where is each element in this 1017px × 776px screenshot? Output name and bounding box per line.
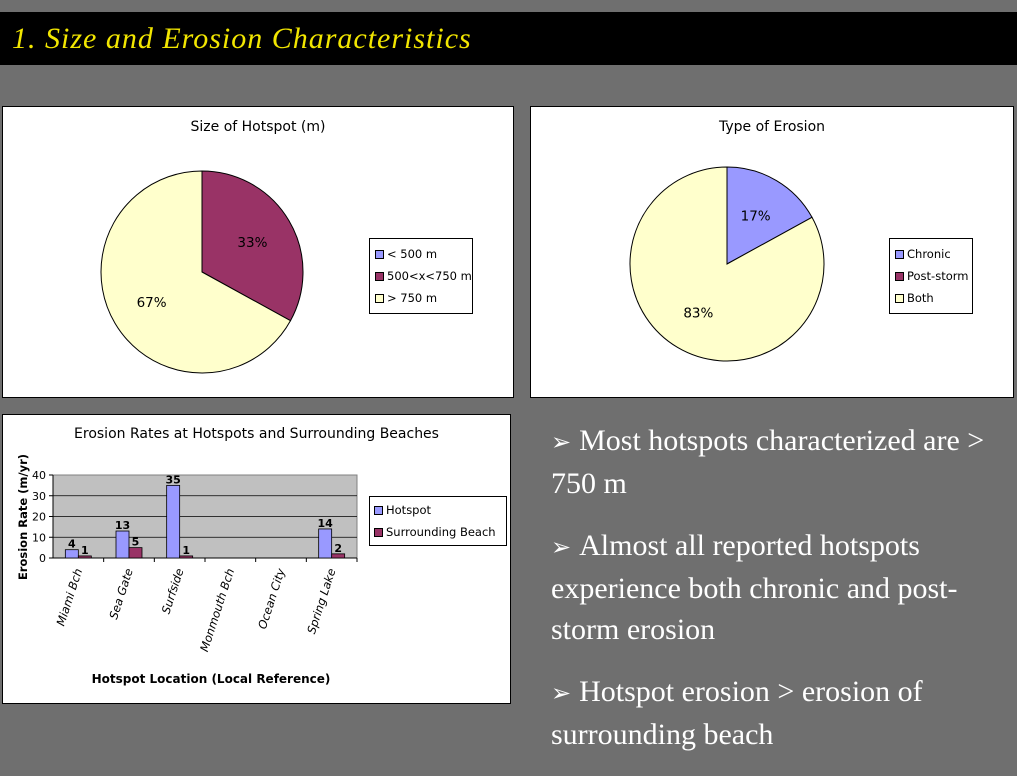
chart-legend: < 500 m 500<x<750 m > 750 m: [369, 238, 473, 314]
slide-title: 1. Size and Erosion Characteristics: [12, 22, 472, 55]
pie-slice: [201, 170, 304, 322]
bullet-item: ➢ Hotspot erosion > erosion of surroundin…: [551, 671, 1011, 755]
bar: [179, 555, 194, 559]
legend-item: Chronic: [895, 243, 967, 265]
bullet-list: ➢ Most hotspots characterized are > 750 m…: [551, 420, 1011, 776]
legend-label: Post-storm: [907, 269, 969, 283]
x-tick-label: Miami Bch: [53, 567, 85, 628]
legend-label: Hotspot: [386, 503, 432, 517]
y-tick-label: 30: [32, 490, 46, 503]
chart-legend: Chronic Post-storm Both: [889, 238, 973, 314]
bar-data-label: 14: [318, 517, 334, 530]
type-pie-svg: 17% 83%: [629, 166, 825, 362]
y-tick-label: 40: [32, 469, 46, 482]
pie-slice: [726, 166, 813, 265]
legend-label: 500<x<750 m: [387, 269, 472, 283]
x-axis-label: Hotspot Location (Local Reference): [92, 672, 331, 686]
legend-label: Chronic: [907, 247, 951, 261]
legend-item: Both: [895, 287, 967, 309]
title-bar: 1. Size and Erosion Characteristics: [0, 12, 1017, 65]
legend-swatch: [895, 249, 904, 259]
y-tick-label: 20: [32, 511, 46, 524]
chart-title: Type of Erosion: [718, 119, 826, 135]
legend-swatch: [375, 271, 384, 281]
type-of-erosion-chart: Type of Erosion 17% 83% Chronic Post-stor…: [530, 106, 1014, 398]
chart-title: Size of Hotspot (m): [190, 119, 326, 135]
legend-label: Surrounding Beach: [386, 525, 496, 539]
bar-data-label: 1: [81, 544, 89, 557]
legend-swatch: [895, 293, 904, 303]
bar: [128, 547, 143, 559]
bar: [331, 553, 346, 559]
pie-value-label: 17%: [741, 209, 771, 225]
bar-data-label: 5: [132, 536, 140, 549]
legend-item: Post-storm: [895, 265, 969, 287]
bullet-arrow-icon: ➢: [551, 428, 572, 456]
legend-item: Hotspot: [374, 499, 502, 521]
x-tick-label: Surfside: [159, 567, 187, 616]
y-tick-label: 0: [39, 552, 46, 565]
legend-swatch: [375, 293, 384, 303]
legend-item: 500<x<750 m: [375, 265, 472, 287]
bullet-arrow-icon: ➢: [551, 533, 572, 561]
legend-item: Surrounding Beach: [374, 521, 502, 543]
legend-swatch: [374, 505, 383, 515]
legend-label: Both: [907, 291, 934, 305]
bar: [77, 555, 92, 559]
bar: [115, 530, 130, 559]
pie-value-label: 83%: [683, 305, 713, 321]
bullet-text: Most hotspots characterized are > 750 m: [551, 424, 985, 500]
bullet-text: Almost all reported hotspots experience …: [551, 529, 958, 646]
legend-swatch: [895, 271, 904, 281]
pie-value-label: 33%: [237, 235, 267, 251]
size-of-hotspot-chart: Size of Hotspot (m) 33% 67% < 500 m 500<x…: [2, 106, 514, 398]
chart-title: Erosion Rates at Hotspots and Surroundin…: [74, 426, 439, 442]
pie-slice: [629, 166, 825, 362]
legend-item: < 500 m: [375, 243, 467, 265]
pie-value-label: 67%: [137, 295, 167, 311]
size-pie-svg: 33% 67%: [100, 170, 304, 374]
bar-data-label: 35: [166, 473, 181, 486]
bar-data-label: 4: [68, 538, 76, 551]
bar: [318, 528, 333, 559]
erosion-rates-chart: Erosion Rates at Hotspots and Surroundin…: [2, 414, 511, 704]
x-tick-label: Spring Lake: [304, 567, 338, 636]
legend-label: > 750 m: [387, 291, 438, 305]
chart-legend: Hotspot Surrounding Beach: [369, 496, 507, 546]
bar-data-label: 1: [182, 544, 190, 557]
bullet-item: ➢ Most hotspots characterized are > 750 m: [551, 420, 1011, 504]
x-tick-label: Monmouth Bch: [197, 567, 237, 654]
bullet-arrow-icon: ➢: [551, 679, 572, 707]
legend-swatch: [375, 249, 384, 259]
bar: [166, 484, 181, 559]
bar-data-label: 13: [115, 519, 130, 532]
bullet-item: ➢ Almost all reported hotspots experience…: [551, 525, 1011, 650]
y-axis-label: Erosion Rate (m/yr): [16, 454, 30, 580]
legend-item: > 750 m: [375, 287, 467, 309]
bar-data-label: 2: [334, 542, 342, 555]
x-tick-label: Ocean City: [255, 566, 288, 630]
y-tick-label: 10: [32, 531, 46, 544]
pie-slice: [100, 170, 292, 374]
legend-swatch: [374, 527, 383, 537]
legend-label: < 500 m: [387, 247, 438, 261]
bullet-text: Hotspot erosion > erosion of surrounding…: [551, 675, 923, 751]
x-tick-label: Sea Gate: [106, 567, 136, 621]
bar: [64, 549, 79, 559]
